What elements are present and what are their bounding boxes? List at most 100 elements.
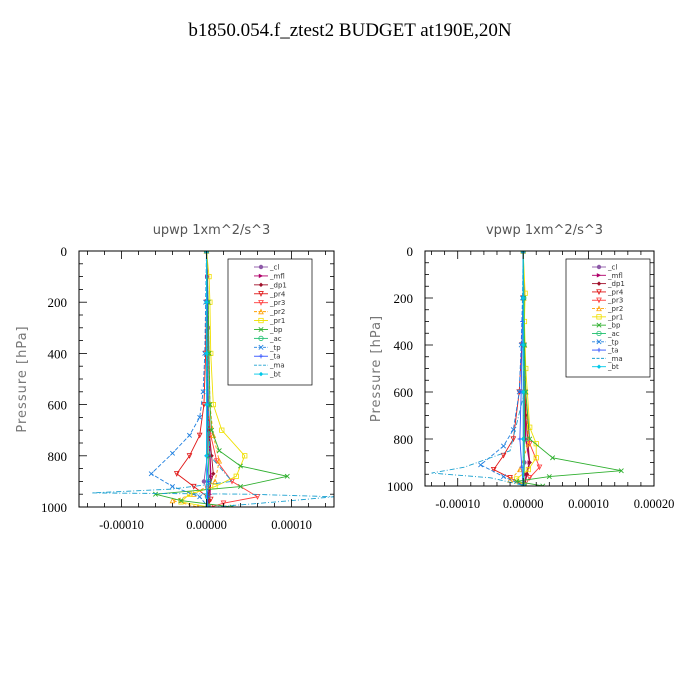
- series-point_pr1: [178, 499, 184, 505]
- y-tick-label: 0: [61, 244, 68, 259]
- series-point_tp: [197, 414, 203, 420]
- y-tick-label: 1000: [387, 479, 413, 494]
- legend-marker: [258, 300, 264, 306]
- legend-label: _ta: [607, 347, 619, 355]
- y-tick-label: 600: [394, 385, 414, 400]
- legend-label: _ta: [269, 353, 281, 361]
- legend-label: _tp: [269, 344, 281, 352]
- series-point_bp: [209, 427, 215, 433]
- page-title: b1850.054.f_ztest2 BUDGET at190E,20N: [188, 20, 512, 41]
- legend-label: _pr3: [269, 299, 285, 307]
- x-tick-label: 0.00020: [634, 497, 675, 511]
- series-point_bp: [237, 463, 244, 469]
- series-point_pr4: [186, 453, 193, 459]
- series-point_dp1: [527, 460, 532, 465]
- legend-label: _mfl: [269, 272, 285, 280]
- series-group: [431, 251, 624, 486]
- series-line_bp: [155, 251, 288, 507]
- legend-marker: [258, 354, 264, 359]
- legend-marker: [596, 314, 602, 320]
- legend-label: _ac: [269, 335, 282, 343]
- series-point_tp: [500, 443, 507, 449]
- series-point_dp1: [524, 472, 530, 477]
- series-line_pr1: [180, 251, 246, 507]
- y-tick-label: 400: [394, 338, 414, 353]
- legend: _cl_mfl_dp1_pr4_pr3_pr2_pr1_bp_ac_tp_ta_…: [227, 258, 313, 386]
- x-tick-label: 0.00000: [503, 497, 544, 511]
- series-point_bp: [546, 474, 552, 480]
- chart-panel-1: upwp 1xm^2/s^3 Pressure [hPa] 0 200 400 600 80…: [15, 223, 335, 532]
- legend-label: _pr1: [269, 317, 285, 325]
- series-point_pr2: [216, 457, 223, 464]
- y-tick-label: 200: [48, 295, 68, 310]
- legend-marker: [258, 308, 264, 315]
- series-point_tp: [203, 251, 210, 254]
- series-point_ta: [205, 504, 210, 507]
- legend-marker: [596, 330, 602, 337]
- series-point_bt: [204, 453, 209, 458]
- series-point_ta: [520, 319, 525, 324]
- legend-marker: [596, 273, 602, 278]
- series-point_pr1: [242, 453, 248, 459]
- series-line_tp: [479, 251, 525, 486]
- series-point_pr1: [233, 473, 239, 479]
- series-point_pr1: [525, 466, 531, 473]
- panel-title: upwp 1xm^2/s^3: [153, 223, 271, 238]
- series-point_bt: [204, 402, 209, 407]
- series-group: [91, 251, 334, 507]
- series-point_bp: [514, 478, 520, 484]
- legend-label: _pr4: [607, 288, 624, 296]
- chart-panel-2: vpwp 1xm^2/s^3 Pressure [hPa] 0 200 400 600 80…: [369, 223, 674, 511]
- legend-marker: [258, 344, 264, 350]
- legend-marker: [258, 264, 264, 270]
- series-point_pr1: [210, 401, 216, 408]
- legend-label: _pr4: [269, 290, 286, 298]
- legend-label: _bt: [607, 363, 619, 371]
- series-point_bp: [237, 484, 244, 490]
- series-point_pr2: [525, 440, 532, 447]
- legend-marker: [258, 335, 264, 341]
- series-point_bp: [284, 473, 290, 479]
- legend-box: [565, 258, 651, 378]
- legend-marker: [258, 371, 264, 377]
- series-point_pr1: [533, 455, 539, 461]
- legend-label: _dp1: [269, 281, 287, 289]
- legend-marker: [258, 326, 264, 332]
- legend-label: _ma: [269, 362, 285, 370]
- legend-marker: [258, 273, 264, 279]
- series-point_tp: [197, 494, 203, 500]
- series-point_pr3: [229, 478, 235, 485]
- legend-label: _ma: [607, 355, 623, 363]
- legend-label: _ac: [607, 330, 620, 338]
- legend-label: _bp: [607, 322, 621, 330]
- legend: _cl_mfl_dp1_pr4_pr3_pr2_pr1_bp_ac_tp_ta_…: [565, 258, 651, 378]
- y-tick-label: 800: [394, 432, 414, 447]
- legend-marker: [596, 364, 602, 369]
- series-point_pr4: [190, 483, 197, 490]
- series-line_ma: [91, 251, 334, 507]
- series-point_bp: [550, 455, 556, 461]
- legend-label: _pr2: [269, 308, 285, 316]
- series-point_tp: [186, 432, 193, 438]
- panel-title: vpwp 1xm^2/s^3: [486, 223, 603, 238]
- y-tick-label: 600: [48, 398, 68, 413]
- series-line_tp: [150, 251, 209, 507]
- x-tick-label: 0.00000: [186, 518, 227, 532]
- series-point_pr4: [507, 475, 513, 481]
- series-point_cl: [201, 479, 207, 484]
- series-point_bp: [527, 436, 533, 442]
- legend-label: _tp: [607, 338, 619, 346]
- y-tick-label: 400: [48, 346, 68, 361]
- series-point_pr3: [536, 464, 543, 471]
- series-point_bt: [204, 300, 209, 305]
- series-point_bt: [520, 389, 526, 395]
- series-point_tp: [520, 251, 526, 254]
- series-point_bp: [178, 498, 184, 504]
- series-point_pr2: [517, 466, 523, 473]
- x-tick-label: 0.00010: [271, 518, 312, 532]
- legend-marker: [596, 347, 602, 353]
- legend-marker: [596, 322, 602, 328]
- series-point_pr4: [490, 466, 497, 473]
- series-point_tp: [169, 450, 176, 456]
